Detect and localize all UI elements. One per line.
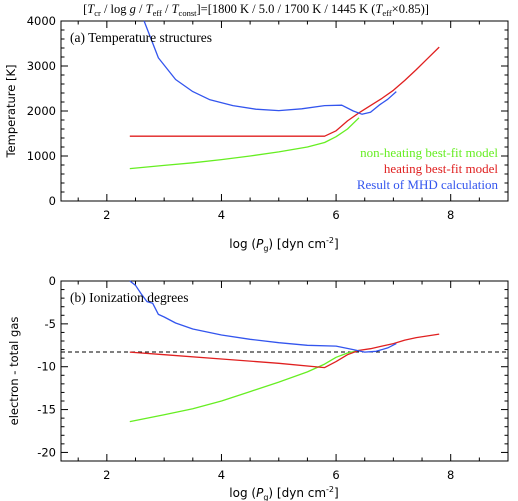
panel-b-xlabel: log (Pg) [dyn cm-2] (229, 485, 338, 501)
legend-entry-2: Result of MHD calculation (357, 177, 499, 192)
x-tick-label-a-0: 2 (103, 208, 110, 222)
series-line-a-1 (129, 46, 440, 137)
x-tick-label-a-2: 6 (332, 208, 339, 222)
legend-entry-0: non-heating best-fit model (360, 145, 498, 160)
y-tick-label-a-3: 3000 (27, 59, 56, 73)
x-tick-label-b-2: 6 (332, 468, 339, 482)
x-tick-label-b-3: 8 (447, 468, 454, 482)
series-line-b-0 (129, 349, 360, 423)
y-tick-label-b-4: -20 (37, 445, 56, 459)
x-tick-label-b-0: 2 (103, 468, 110, 482)
panel-a-series (129, 20, 440, 170)
y-tick-label-b-1: -5 (45, 317, 56, 331)
x-tick-label-b-1: 4 (218, 468, 225, 482)
series-line-a-0 (129, 117, 360, 170)
y-tick-label-a-1: 1000 (27, 149, 56, 163)
panel-b-ylabel: electron - total gas (7, 317, 21, 426)
panel-b-series (129, 280, 440, 423)
panel-b-ticks: 2 4 6 8 0 -5 -10 -15 -20 (37, 274, 508, 482)
series-line-b-2 (129, 280, 397, 353)
figure-title: [Tcr / log g / Teff / Tconst]=[1800 K / … (83, 2, 429, 18)
y-tick-label-b-3: -15 (37, 403, 56, 417)
panel-a-temperature: 2 4 6 8 0 1000 2000 3000 4000 (a) Temperature st… (4, 14, 509, 253)
panel-a-ylabel: Temperature [K] (4, 64, 18, 158)
panel-a-label: (a) Temperature structures (70, 30, 212, 45)
x-tick-label-a-1: 4 (218, 208, 225, 222)
series-line-a-2 (143, 20, 397, 115)
x-tick-label-a-3: 8 (447, 208, 454, 222)
y-tick-label-b-0: 0 (49, 274, 56, 288)
panel-a-ticks: 2 4 6 8 0 1000 2000 3000 4000 (27, 14, 508, 222)
y-tick-label-b-2: -10 (37, 360, 56, 374)
y-tick-label-a-0: 0 (49, 194, 56, 208)
panel-b-ionization: 2 4 6 80-5-10-15-20 (b) Ionization degrees … (7, 274, 509, 501)
y-tick-label-a-2: 2000 (27, 104, 56, 118)
legend-entry-1: heating best-fit model (384, 161, 498, 176)
series-line-b-1 (129, 333, 440, 369)
panel-b-label: (b) Ionization degrees (70, 290, 188, 305)
y-tick-label-a-4: 4000 (27, 14, 56, 28)
panel-a-xlabel: log (Pg) [dyn cm-2] (229, 236, 338, 253)
panel-b-frame (60, 280, 509, 462)
